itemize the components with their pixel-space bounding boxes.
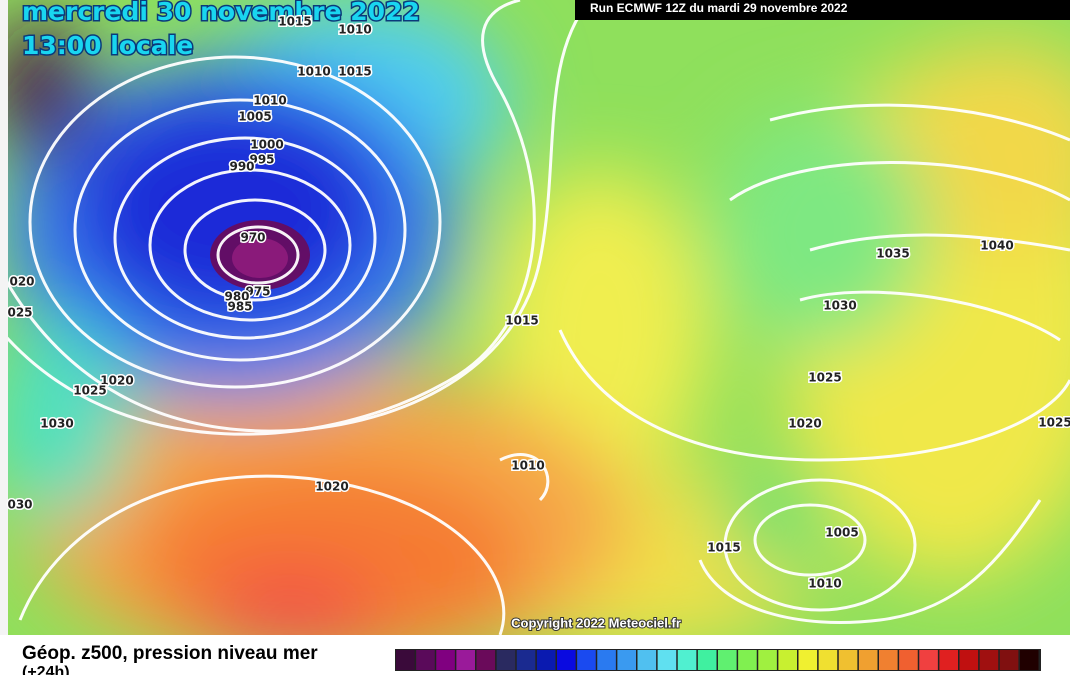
isobar-label: 1040 bbox=[980, 239, 1013, 253]
isobar-label: 985 bbox=[227, 300, 252, 314]
weather-map: Run ECMWF 12Z du mardi 29 novembre 2022 … bbox=[0, 0, 1070, 635]
isobar-label: 975 bbox=[245, 285, 270, 299]
isobar-label: 1020 bbox=[100, 374, 133, 388]
copyright: Copyright 2022 Meteociel.fr bbox=[511, 615, 681, 630]
isobar-label: 1035 bbox=[876, 247, 909, 261]
isobar-label: 1000 bbox=[250, 138, 283, 152]
colorbar-swatch bbox=[557, 650, 576, 670]
isobars bbox=[0, 0, 1070, 635]
colorbar-swatch bbox=[456, 650, 475, 670]
colorbar-swatch bbox=[778, 650, 797, 670]
run-label: Run ECMWF 12Z du mardi 29 novembre 2022 bbox=[590, 1, 848, 15]
isobar-label: 1030 bbox=[40, 417, 73, 431]
colorbar-swatch bbox=[697, 650, 717, 670]
isobar-label: 995 bbox=[249, 153, 274, 167]
colorbar-swatch bbox=[979, 650, 999, 670]
colorbar-swatch bbox=[738, 650, 757, 670]
isobar-label: 1020 bbox=[788, 417, 821, 431]
isobar-label: 1010 bbox=[297, 65, 330, 79]
isobar-label: 1015 bbox=[278, 15, 311, 29]
colorbar bbox=[395, 649, 1041, 671]
isobar-label: 1020 bbox=[315, 480, 348, 494]
isobar-label: 1025 bbox=[73, 384, 106, 398]
colorbar-swatch bbox=[516, 650, 536, 670]
colorbar-swatch bbox=[758, 650, 777, 670]
colorbar-swatch bbox=[536, 650, 556, 670]
caption-title: Géop. z500, pression niveau mer bbox=[22, 643, 318, 664]
map-date: mercredi 30 novembre 2022 bbox=[22, 0, 420, 26]
colorbar-swatch bbox=[919, 650, 938, 670]
isobar-label: 1005 bbox=[238, 110, 271, 124]
isobar-label: 025 bbox=[7, 306, 32, 320]
colorbar-swatch bbox=[396, 650, 415, 670]
colorbar-swatch bbox=[838, 650, 858, 670]
isobar-label: 980 bbox=[224, 290, 249, 304]
colorbar-swatch bbox=[818, 650, 838, 670]
colorbar-swatch bbox=[637, 650, 657, 670]
map-time: 13:00 locale bbox=[22, 31, 193, 60]
colorbar-swatch bbox=[597, 650, 616, 670]
colorbar-swatch bbox=[899, 650, 918, 670]
colorbar-swatch bbox=[677, 650, 697, 670]
isobar-label: 1015 bbox=[505, 314, 538, 328]
isobar-label: 1010 bbox=[511, 459, 544, 473]
colorbar-swatch bbox=[999, 650, 1019, 670]
colorbar-swatch bbox=[617, 650, 636, 670]
isobar-label: 1015 bbox=[338, 65, 371, 79]
isobar-label: 1010 bbox=[253, 94, 286, 108]
colorbar-swatch bbox=[858, 650, 878, 670]
colorbar-swatch bbox=[476, 650, 496, 670]
colorbar-swatch bbox=[718, 650, 737, 670]
colorbar-swatch bbox=[798, 650, 818, 670]
colorbar-swatch bbox=[939, 650, 958, 670]
map-field bbox=[0, 0, 1070, 635]
colorbar-swatch bbox=[436, 650, 455, 670]
colorbar-swatch bbox=[657, 650, 677, 670]
colorbar-swatch bbox=[496, 650, 516, 670]
isobar-label: 1025 bbox=[1038, 416, 1070, 430]
colorbar-swatch bbox=[959, 650, 979, 670]
isobar-label: 020 bbox=[9, 275, 34, 289]
isobar-label: 1015 bbox=[707, 541, 740, 555]
isobar-label: 1005 bbox=[825, 526, 858, 540]
isobar-label: 970 bbox=[240, 231, 265, 245]
colorbar-swatch bbox=[879, 650, 898, 670]
isobar-label: 1025 bbox=[808, 371, 841, 385]
run-box bbox=[575, 0, 1070, 20]
colorbar-swatch bbox=[1019, 650, 1039, 670]
isobar-label: 1030 bbox=[823, 299, 856, 313]
colorbar-swatch bbox=[416, 650, 435, 670]
colorbar-swatch bbox=[577, 650, 596, 670]
isobar-label: 1010 bbox=[338, 23, 371, 37]
isobar-label: 990 bbox=[229, 160, 254, 174]
caption-subtitle: (+24h) bbox=[22, 664, 70, 675]
isobar-label: 030 bbox=[7, 498, 32, 512]
isobar-label: 1010 bbox=[808, 577, 841, 591]
